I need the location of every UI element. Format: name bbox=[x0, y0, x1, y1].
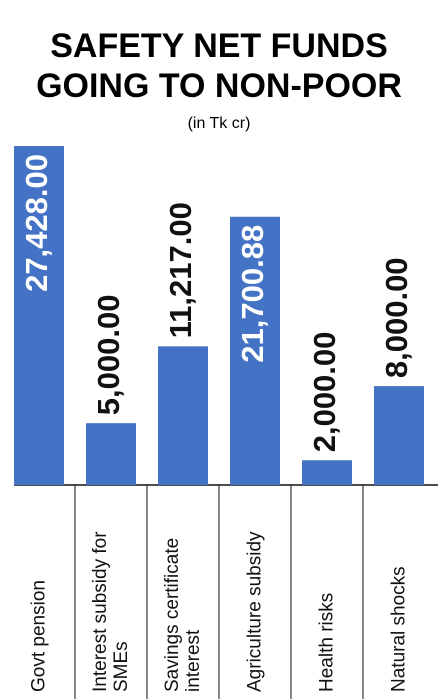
value-label: 27,428.00 bbox=[19, 154, 54, 292]
x-tick-label: Interest subsidy for SMEs bbox=[90, 531, 132, 692]
bar bbox=[302, 460, 352, 485]
chart-title: SAFETY NET FUNDS GOING TO NON-POOR bbox=[36, 27, 402, 105]
title-line: SAFETY NET FUNDS bbox=[50, 27, 388, 65]
bar bbox=[230, 216, 280, 485]
bar bbox=[86, 423, 136, 485]
x-tick-label: Savings certificate interest bbox=[162, 537, 204, 692]
title-line: GOING TO NON-POOR bbox=[36, 67, 402, 105]
value-label: 21,700.88 bbox=[235, 225, 270, 363]
value-label: 2,000.00 bbox=[307, 332, 342, 453]
value-label: 5,000.00 bbox=[91, 295, 126, 416]
x-tick-label: Agriculture subsidy bbox=[244, 531, 266, 692]
bar bbox=[374, 386, 424, 485]
value-label: 8,000.00 bbox=[379, 257, 414, 378]
x-tick-label: Health risks bbox=[316, 592, 338, 692]
bar bbox=[14, 146, 64, 485]
bar bbox=[158, 346, 208, 485]
x-tick-label: Natural shocks bbox=[388, 566, 410, 692]
x-tick-label: Govt pension bbox=[28, 580, 50, 692]
value-label: 11,217.00 bbox=[163, 202, 198, 338]
chart-subtitle: (in Tk cr) bbox=[188, 115, 251, 132]
